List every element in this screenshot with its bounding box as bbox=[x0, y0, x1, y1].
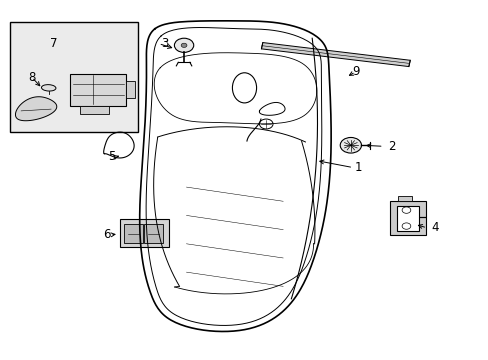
Text: 6: 6 bbox=[103, 229, 110, 242]
FancyBboxPatch shape bbox=[397, 196, 411, 201]
Circle shape bbox=[401, 223, 410, 229]
Text: 5: 5 bbox=[108, 150, 115, 163]
FancyBboxPatch shape bbox=[10, 22, 138, 132]
Text: 4: 4 bbox=[431, 221, 438, 234]
Text: 8: 8 bbox=[28, 71, 36, 84]
FancyBboxPatch shape bbox=[144, 224, 163, 243]
FancyBboxPatch shape bbox=[126, 81, 135, 99]
Text: 2: 2 bbox=[387, 140, 395, 153]
Text: 7: 7 bbox=[50, 37, 57, 50]
Circle shape bbox=[401, 207, 410, 213]
Circle shape bbox=[174, 38, 193, 53]
Circle shape bbox=[181, 43, 186, 48]
FancyBboxPatch shape bbox=[70, 74, 126, 105]
FancyBboxPatch shape bbox=[124, 224, 142, 243]
Ellipse shape bbox=[41, 85, 56, 91]
Text: 3: 3 bbox=[161, 37, 168, 50]
Text: 9: 9 bbox=[351, 66, 359, 78]
Circle shape bbox=[259, 119, 272, 129]
Polygon shape bbox=[16, 97, 57, 121]
Ellipse shape bbox=[232, 73, 256, 103]
FancyBboxPatch shape bbox=[120, 219, 168, 247]
Polygon shape bbox=[261, 42, 409, 67]
Text: 1: 1 bbox=[354, 161, 361, 174]
FancyBboxPatch shape bbox=[80, 105, 109, 114]
Polygon shape bbox=[389, 201, 425, 235]
Circle shape bbox=[340, 138, 361, 153]
